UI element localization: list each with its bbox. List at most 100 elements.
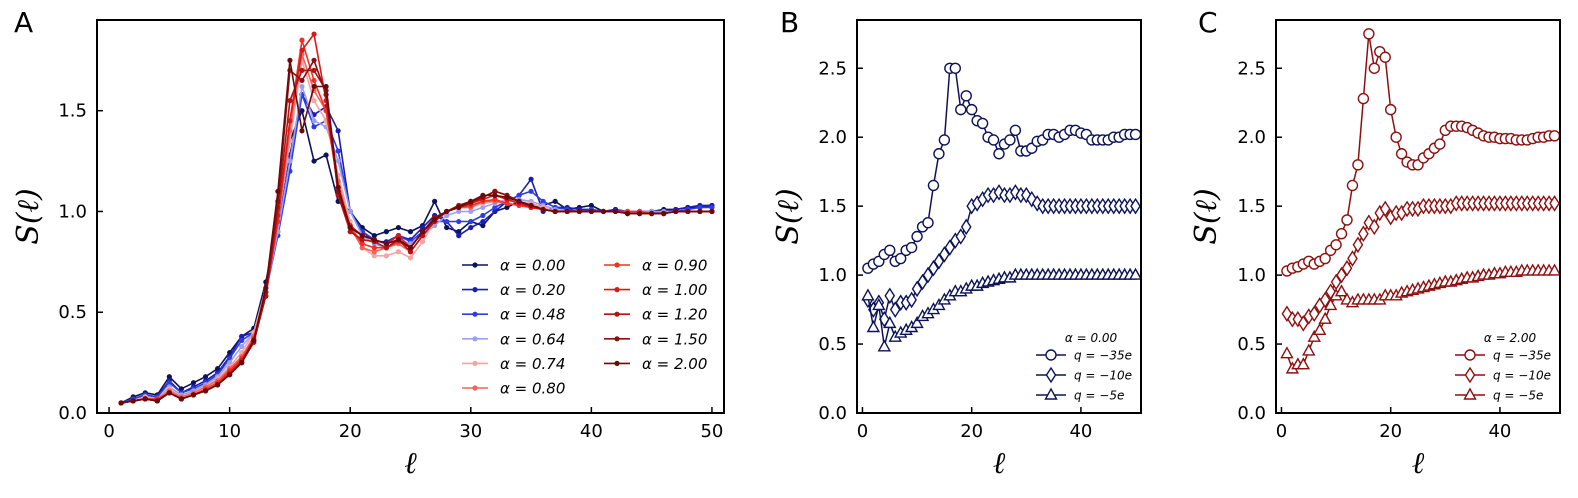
data-point-0-10-3 bbox=[154, 398, 160, 404]
data-point-2-1-10 bbox=[1336, 266, 1347, 284]
data-point-0-10-36 bbox=[552, 208, 558, 215]
legend-label: q = −10e bbox=[1493, 369, 1551, 383]
data-point-0-9-15 bbox=[299, 77, 305, 84]
data-point-2-1-16 bbox=[1368, 218, 1380, 236]
data-point-1-1-10 bbox=[917, 273, 928, 291]
y-tick-label: 1.0 bbox=[1237, 265, 1266, 286]
data-point-0-10-7 bbox=[202, 388, 209, 394]
y-tick-label: 0.5 bbox=[818, 334, 847, 355]
data-point-2-0-7 bbox=[1319, 252, 1331, 265]
data-point-0-6-16 bbox=[311, 77, 317, 84]
data-point-1-0-4 bbox=[884, 244, 896, 256]
legend-marker bbox=[472, 360, 478, 366]
data-point-2-2-10 bbox=[1334, 284, 1349, 297]
data-point-0-10-30 bbox=[480, 192, 486, 198]
data-point-0-2-16 bbox=[311, 124, 317, 130]
data-point-2-1-7 bbox=[1319, 291, 1331, 309]
data-point-0-1-10 bbox=[239, 333, 245, 340]
data-point-0-10-47 bbox=[685, 208, 691, 215]
data-point-0-10-45 bbox=[661, 210, 667, 217]
legend-label: α = 2.00 bbox=[642, 355, 707, 373]
data-point-0-0-26 bbox=[432, 198, 438, 204]
y-axis-label: S(ℓ) bbox=[11, 188, 46, 244]
legend-marker bbox=[1464, 366, 1476, 384]
series-line-2-0 bbox=[1286, 33, 1555, 272]
data-point-0-6-21 bbox=[371, 245, 377, 251]
legend-marker bbox=[614, 262, 620, 268]
legend-marker bbox=[472, 336, 478, 342]
data-point-1-1-17 bbox=[955, 228, 967, 245]
data-point-0-0-22 bbox=[383, 229, 389, 235]
y-tick-label: 0.0 bbox=[818, 403, 847, 424]
data-point-1-1-5 bbox=[889, 301, 901, 318]
data-point-0-10-23 bbox=[395, 237, 402, 243]
data-point-0-1-18 bbox=[335, 128, 341, 134]
chart-panel-a: 0 10 20 30 40 50 0.0 0.5 1.0 1.5 ℓ S(ℓ) α = 0.00 α = … bbox=[11, 19, 725, 481]
legend-label: q = −35e bbox=[1493, 349, 1551, 363]
data-point-1-1-30 bbox=[1026, 190, 1038, 208]
data-point-2-1-49 bbox=[1549, 195, 1560, 212]
legend-marker bbox=[472, 262, 478, 268]
legend-marker bbox=[1463, 387, 1477, 400]
y-tick-label: 0.5 bbox=[58, 302, 87, 323]
data-point-0-4-24 bbox=[407, 255, 414, 261]
legend-marker bbox=[1464, 349, 1476, 361]
data-point-0-6-32 bbox=[504, 200, 510, 206]
panel-letter-a: A bbox=[14, 6, 33, 39]
data-point-2-0-21 bbox=[1395, 148, 1408, 160]
data-point-1-0-19 bbox=[965, 103, 978, 116]
data-point-2-0-12 bbox=[1346, 179, 1359, 192]
data-point-0-2-49 bbox=[709, 204, 715, 211]
data-point-1-0-8 bbox=[905, 241, 918, 254]
data-point-2-0-9 bbox=[1330, 239, 1342, 251]
data-point-0-10-12 bbox=[263, 285, 269, 291]
data-point-0-5-21 bbox=[371, 249, 377, 255]
data-point-0-2-48 bbox=[697, 204, 703, 211]
legend-marker bbox=[1045, 349, 1057, 361]
data-point-0-1-29 bbox=[468, 224, 474, 231]
legend-label: q = −5e bbox=[1074, 389, 1124, 403]
data-point-0-10-42 bbox=[624, 210, 631, 217]
data-point-0-2-27 bbox=[444, 218, 450, 225]
data-point-1-1-4 bbox=[884, 287, 896, 305]
data-point-0-8-15 bbox=[299, 67, 305, 73]
y-tick-label: 0.0 bbox=[58, 403, 87, 424]
legend-label: α = 1.00 bbox=[642, 281, 707, 299]
x-tick-label: 20 bbox=[960, 421, 983, 442]
y-tick-label: 1.0 bbox=[58, 201, 87, 222]
y-axis-label: S(ℓ) bbox=[1189, 188, 1224, 244]
data-point-0-10-1 bbox=[130, 398, 136, 404]
series-line-0-9 bbox=[120, 59, 712, 404]
legend-label: q = −35e bbox=[1074, 349, 1132, 363]
legend-label: α = 0.48 bbox=[500, 306, 565, 324]
data-point-2-1-18 bbox=[1379, 200, 1391, 218]
panel-letter-b: B bbox=[780, 6, 799, 39]
data-point-2-1-3 bbox=[1297, 315, 1309, 332]
y-tick-label: 1.5 bbox=[1237, 196, 1266, 217]
data-point-0-10-28 bbox=[456, 204, 462, 211]
data-point-2-2-0 bbox=[1280, 346, 1294, 359]
data-point-1-2-4 bbox=[883, 315, 897, 329]
series-line-0-6 bbox=[120, 39, 712, 404]
data-point-0-10-40 bbox=[600, 208, 607, 215]
x-tick-label: 30 bbox=[459, 421, 482, 442]
data-point-1-1-13 bbox=[933, 253, 945, 270]
x-tick-label: 40 bbox=[580, 421, 603, 442]
legend-marker bbox=[1045, 366, 1057, 384]
data-point-1-0-11 bbox=[922, 217, 934, 229]
data-point-0-0-17 bbox=[323, 152, 329, 158]
legend-marker bbox=[614, 311, 620, 317]
x-axis-label: ℓ bbox=[993, 446, 1006, 481]
data-point-0-10-41 bbox=[612, 208, 619, 215]
data-point-0-10-20 bbox=[359, 233, 365, 239]
data-point-0-2-33 bbox=[516, 192, 522, 198]
data-point-0-4-25 bbox=[419, 239, 426, 245]
data-point-0-10-27 bbox=[444, 208, 450, 215]
chart-panel-c: 0 20 40 0.0 0.5 1.0 1.5 2.0 2.5 ℓ S(ℓ) α = 2.00 q = … bbox=[1189, 19, 1562, 481]
data-point-0-0-27 bbox=[444, 224, 450, 231]
data-point-0-4-21 bbox=[371, 253, 377, 259]
data-point-0-3-15 bbox=[299, 83, 305, 90]
data-point-0-8-16 bbox=[311, 67, 317, 73]
data-point-0-10-35 bbox=[540, 206, 546, 213]
